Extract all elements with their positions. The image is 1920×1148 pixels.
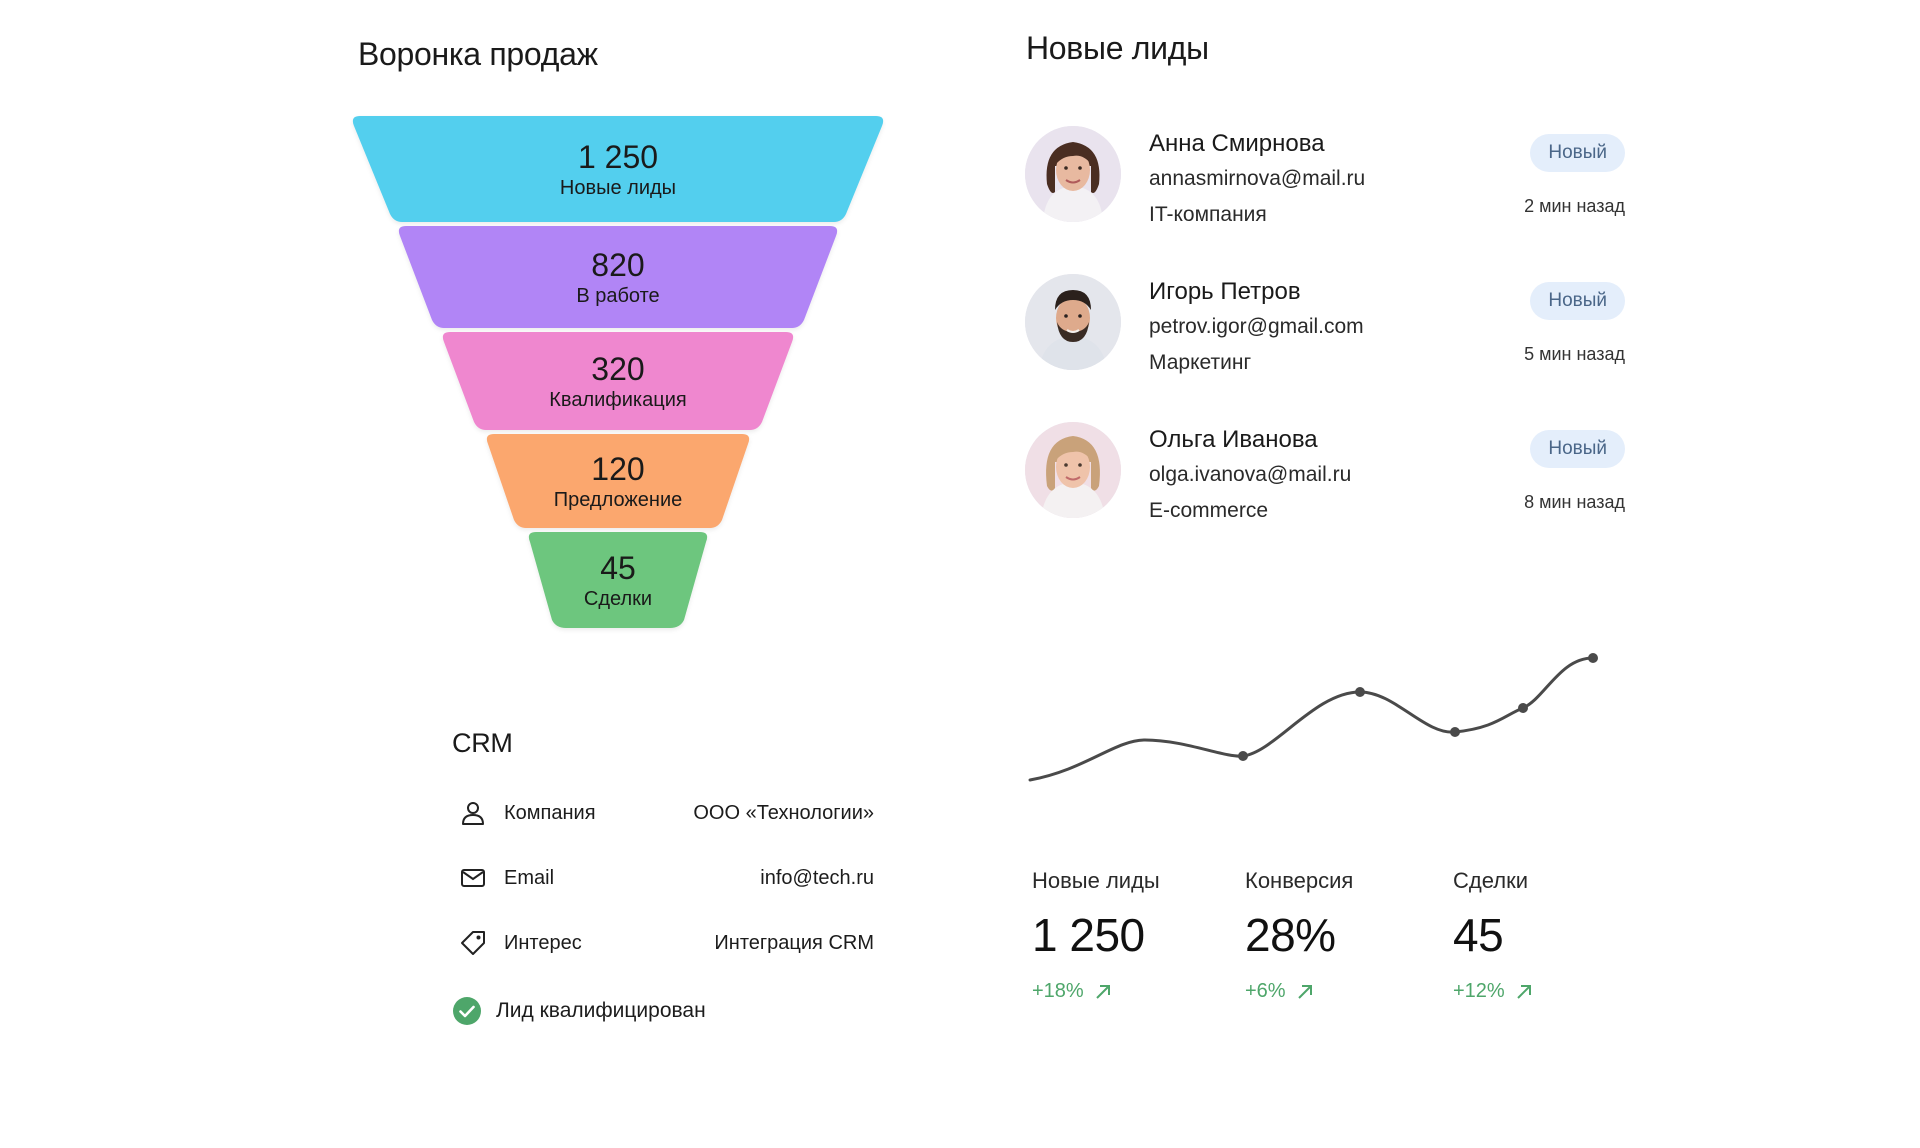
kpi-change-text: +6% — [1245, 980, 1286, 1002]
trend-point — [1588, 653, 1598, 663]
lead-time: 2 мин назад — [1524, 196, 1625, 216]
user-icon — [458, 798, 488, 828]
check-circle-icon — [453, 997, 481, 1025]
status-badge: Новый — [1530, 430, 1625, 468]
funnel-stage-label: Новые лиды — [559, 177, 677, 199]
trend-line — [1028, 656, 1595, 782]
trend-point — [1518, 703, 1528, 713]
funnel-stage-shape-qualification[interactable] — [442, 332, 794, 430]
lead-company: Маркетинг — [1149, 351, 1252, 374]
kpi-value: 1 250 — [1032, 909, 1145, 961]
funnel-stage-value: 1 250 — [577, 139, 659, 175]
lead-email[interactable]: petrov.igor@gmail.com — [1149, 315, 1364, 338]
kpi-change: +12% — [1453, 980, 1533, 1003]
trend-point — [1355, 687, 1365, 697]
lead-time: 5 мин назад — [1524, 344, 1625, 364]
kpi-change-text: +18% — [1032, 980, 1084, 1002]
crm-title: CRM — [452, 728, 513, 758]
funnel-stage-new-leads: 1 250 Новые лиды — [350, 116, 886, 222]
qualified-text: Лид квалифицирован — [496, 999, 706, 1022]
funnel-shapes — [352, 116, 884, 628]
lead-name[interactable]: Ольга Иванова — [1149, 426, 1318, 453]
kpi-change-text: +12% — [1453, 980, 1505, 1002]
crm-value[interactable]: info@tech.ru — [760, 866, 874, 889]
funnel-stage-label: Квалификация — [549, 389, 687, 411]
lead-item[interactable]: Анна Смирнова annasmirnova@mail.ru IT-ко… — [1025, 126, 1625, 230]
crm-value: ООО «Технологии» — [693, 801, 874, 824]
kpi-label: Новые лиды — [1032, 868, 1160, 893]
lead-email[interactable]: olga.ivanova@mail.ru — [1149, 463, 1352, 486]
funnel-stage-value: 320 — [591, 351, 645, 387]
crm-key: Интерес — [504, 931, 582, 954]
funnel-stage-value: 45 — [600, 550, 636, 586]
kpi-deals: Сделки 45 +12% — [1453, 868, 1533, 1003]
funnel-stage-in-work: 820 В работе — [350, 226, 886, 328]
kpi-conversion: Конверсия 28% +6% — [1245, 868, 1353, 1003]
lead-company: E-commerce — [1149, 499, 1269, 522]
funnel-stage-label: Предложение — [553, 489, 683, 511]
crm-key: Email — [504, 866, 555, 889]
arrow-up-right-icon — [1297, 984, 1312, 999]
arrow-up-right-icon — [1096, 984, 1110, 999]
funnel-stage-label: В работе — [576, 285, 660, 307]
funnel-stage-value: 120 — [591, 451, 645, 487]
tag-icon — [458, 928, 488, 958]
kpi-label: Конверсия — [1245, 868, 1354, 893]
lead-name[interactable]: Анна Смирнова — [1149, 130, 1325, 157]
status-badge: Новый — [1530, 134, 1625, 172]
sales-funnel: 1 250 Новые лиды 820 В работе 320 Квалиф… — [350, 114, 886, 634]
woman-blonde-avatar-icon — [1025, 422, 1121, 518]
kpi-label: Сделки — [1453, 868, 1528, 893]
funnel-stage-deals: 45 Сделки — [350, 532, 886, 628]
lead-name[interactable]: Игорь Петров — [1149, 278, 1301, 305]
funnel-stage-qualification: 320 Квалификация — [350, 332, 886, 430]
trend-line-chart — [1028, 653, 1598, 782]
funnel-stage-shape-deals[interactable] — [528, 532, 708, 628]
leads-title: Новые лиды — [1026, 30, 1209, 66]
lead-item[interactable]: Игорь Петров petrov.igor@gmail.com Марке… — [1025, 274, 1625, 378]
crm-row-email: Email info@tech.ru — [458, 862, 874, 894]
trend-point — [1450, 727, 1460, 737]
kpi-change: +6% — [1245, 980, 1353, 1003]
lead-time: 8 мин назад — [1524, 492, 1625, 512]
crm-row-interest: Интерес Интеграция CRM — [458, 927, 874, 959]
funnel-stage-value: 820 — [591, 247, 645, 283]
funnel-stage-offer: 120 Предложение — [350, 434, 886, 528]
status-badge: Новый — [1530, 282, 1625, 320]
crm-value: Интеграция CRM — [714, 931, 874, 954]
kpi-value: 45 — [1453, 909, 1504, 961]
lead-item[interactable]: Ольга Иванова olga.ivanova@mail.ru E-com… — [1025, 422, 1625, 526]
kpi-change: +18% — [1032, 980, 1160, 1003]
mail-icon — [458, 863, 488, 893]
funnel-title: Воронка продаж — [358, 36, 598, 72]
crm-row-company: Компания ООО «Технологии» — [458, 797, 874, 829]
crm-key: Компания — [504, 801, 596, 824]
arrow-up-right-icon — [1517, 984, 1531, 999]
lead-qualified-status: Лид квалифицирован — [452, 996, 706, 1026]
kpi-new-leads: Новые лиды 1 250 +18% — [1032, 868, 1160, 1003]
funnel-stage-label: Сделки — [583, 588, 653, 610]
funnel-stage-shape-in-work[interactable] — [398, 226, 838, 328]
woman-dark-hair-avatar-icon — [1025, 126, 1121, 222]
trend-point — [1238, 751, 1248, 761]
funnel-stage-shape-new-leads[interactable] — [352, 116, 884, 222]
man-beard-avatar-icon — [1025, 274, 1121, 370]
lead-company: IT-компания — [1149, 203, 1267, 226]
lead-email[interactable]: annasmirnova@mail.ru — [1149, 167, 1366, 190]
funnel-stage-shape-offer[interactable] — [486, 434, 750, 528]
kpi-value: 28% — [1245, 909, 1336, 961]
